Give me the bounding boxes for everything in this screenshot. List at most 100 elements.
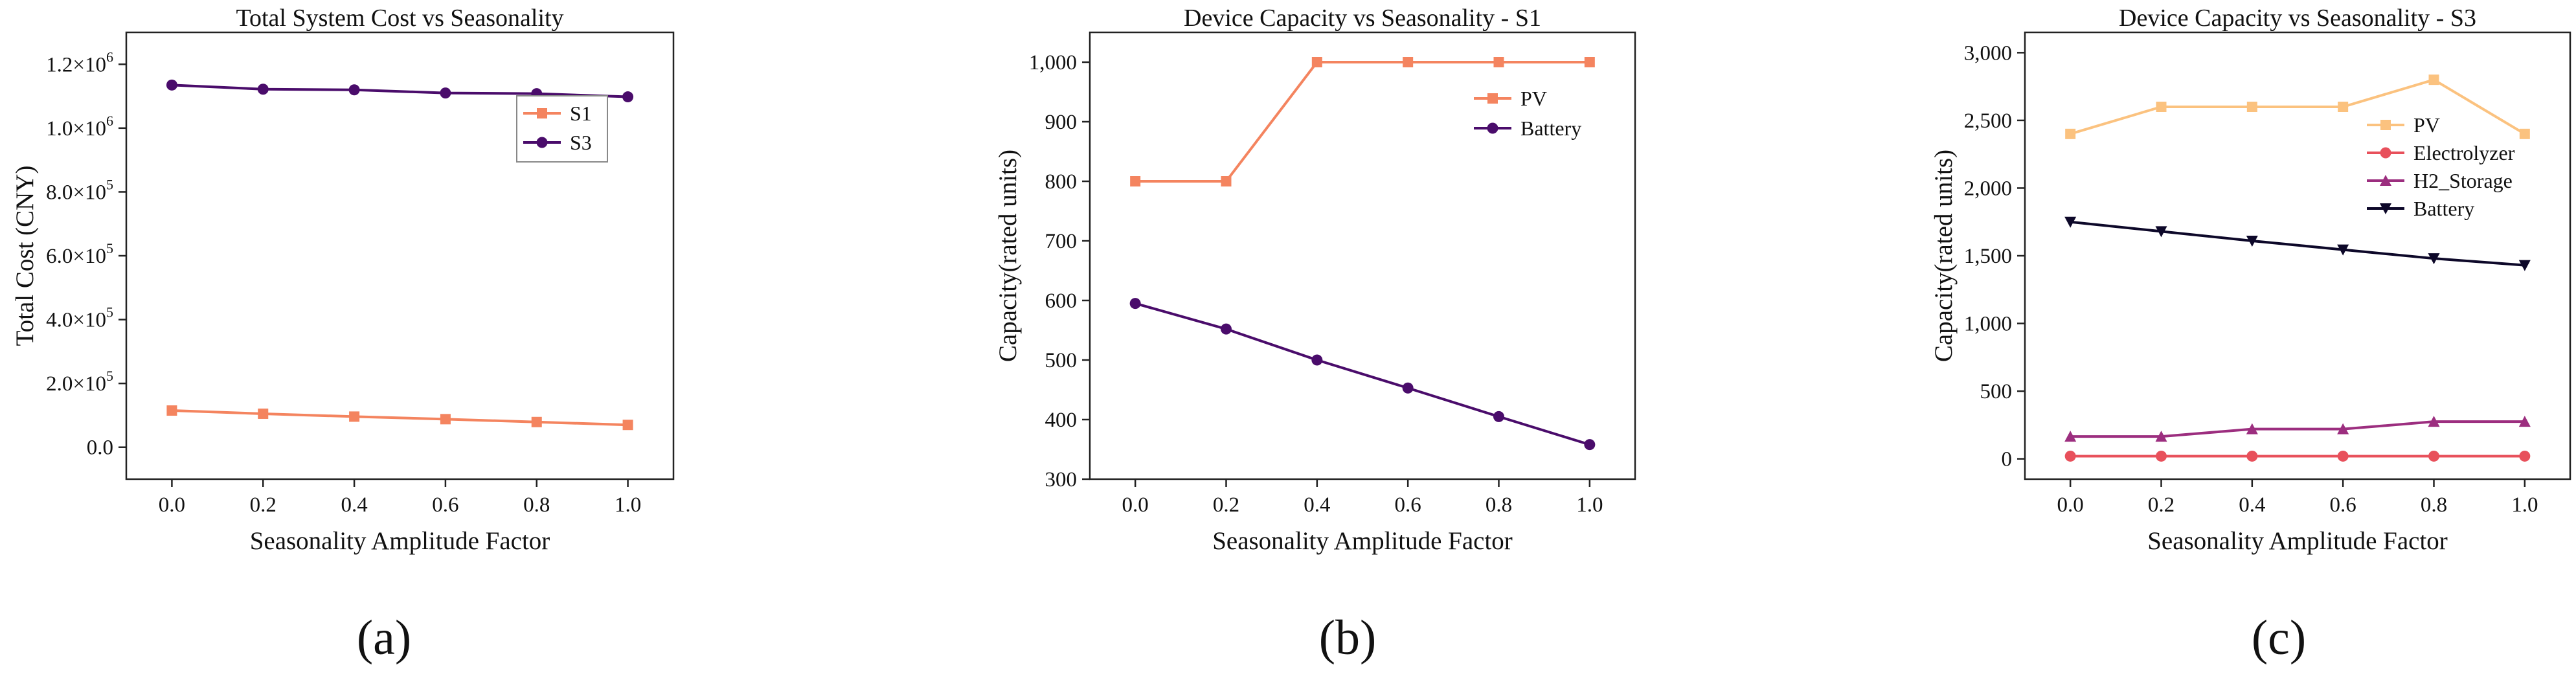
y-tick-label: 2,000 — [1964, 177, 2012, 200]
legend: PV Battery — [1474, 87, 1581, 140]
legend-marker — [2380, 175, 2391, 186]
legend-label: H2_Storage — [2413, 169, 2513, 192]
series-battery — [1129, 298, 1596, 451]
series-pv — [2065, 74, 2530, 139]
x-axis-label: Seasonality Amplitude Factor — [250, 527, 550, 555]
x-tick-label: 0.0 — [159, 493, 185, 517]
data-point-battery — [2518, 260, 2531, 271]
y-tick-label: 0 — [2002, 448, 2013, 471]
series-line-battery — [1135, 302, 1590, 446]
y-axis-label: Total Cost (CNY) — [11, 166, 39, 346]
data-point-s3 — [622, 91, 634, 103]
y-tick-label: 500 — [1980, 380, 2013, 403]
series-pv — [1130, 57, 1595, 186]
y-tick-label: 1.2×106 — [46, 49, 113, 76]
x-tick-label: 1.0 — [615, 493, 641, 517]
y-tick-label: 2.0×105 — [46, 368, 113, 396]
data-point-battery — [1493, 411, 1504, 422]
y-tick-label: 500 — [1045, 349, 1078, 372]
x-tick-label: 0.2 — [2148, 493, 2175, 517]
y-tick-label: 700 — [1045, 230, 1078, 253]
series-line-h2-storage — [2070, 420, 2525, 438]
data-point-battery — [2246, 236, 2258, 247]
y-tick-label: 800 — [1045, 170, 1078, 194]
data-point-battery — [1221, 323, 1232, 335]
y-tick-label: 6.0×105 — [46, 240, 113, 268]
panel-label-a: (a) — [357, 611, 411, 665]
series-line-battery — [2070, 220, 2525, 267]
chart-panel-c: Device Capacity vs Seasonality - S3 0.0 0.… — [1930, 5, 2571, 555]
legend-marker — [1487, 122, 1498, 134]
data-point-s3 — [166, 79, 177, 91]
data-point-electrolyzer — [2064, 450, 2076, 462]
data-point-battery — [2337, 244, 2349, 256]
y-tick-label: 2,500 — [1964, 109, 2012, 133]
series-line-pv — [1135, 61, 1590, 183]
legend-marker — [2380, 120, 2391, 130]
plot-frame — [2024, 31, 2571, 480]
data-point-s1 — [166, 405, 177, 416]
data-point-pv — [1221, 176, 1232, 186]
x-tick-label: 0.2 — [1213, 493, 1239, 517]
y-tick-label: 600 — [1045, 289, 1078, 313]
x-tick-label: 0.4 — [1304, 493, 1330, 517]
x-tick-label: 1.0 — [1576, 493, 1603, 517]
y-tick-label: 1,000 — [1964, 313, 2012, 336]
x-tick-label: 0.8 — [1486, 493, 1512, 517]
data-point-battery — [1402, 382, 1414, 394]
data-point-pv — [1311, 57, 1322, 67]
data-point-pv — [2519, 128, 2530, 139]
legend-marker — [1487, 93, 1498, 104]
data-point-battery — [2064, 216, 2077, 228]
chart-panel-a: Total System Cost vs Seasonality 0.0 0.2 0.… — [11, 5, 675, 555]
data-point-pv — [1584, 57, 1595, 67]
y-tick-label: 8.0×105 — [46, 176, 113, 204]
y-tick-label: 1,500 — [1964, 245, 2012, 268]
chart-title: Total System Cost vs Seasonality — [236, 5, 563, 32]
data-point-electrolyzer — [2519, 450, 2531, 462]
legend-label: PV — [2413, 113, 2440, 137]
y-axis-label: Capacity(rated units) — [1930, 150, 1958, 362]
y-tick-label: 300 — [1045, 468, 1078, 491]
chart-title: Device Capacity vs Seasonality - S1 — [1184, 5, 1541, 32]
data-point-electrolyzer — [2428, 450, 2439, 462]
y-axis-label: Capacity(rated units) — [994, 150, 1022, 362]
x-tick-label: 0.2 — [250, 493, 277, 517]
x-tick-label: 0.8 — [2421, 493, 2447, 517]
y-tick-label: 1.0×106 — [46, 113, 113, 141]
data-point-electrolyzer — [2337, 450, 2349, 462]
data-point-pv — [2065, 128, 2076, 139]
x-axis-label: Seasonality Amplitude Factor — [2147, 527, 2448, 555]
legend-item-pv: PV — [2367, 113, 2440, 137]
data-point-h2-storage — [2518, 416, 2531, 427]
data-point-h2-storage — [2337, 423, 2349, 434]
legend-frame — [516, 95, 608, 163]
legend-item-h2-storage: H2_Storage — [2367, 169, 2513, 192]
series-battery — [2064, 216, 2531, 271]
legend-label: PV — [1520, 87, 1547, 110]
x-tick-label: 0.6 — [432, 493, 458, 517]
data-point-s1 — [440, 414, 451, 425]
series-s3 — [166, 79, 634, 103]
legend-item-battery: Battery — [2367, 197, 2474, 220]
series-electrolyzer — [2064, 450, 2531, 462]
series-s1 — [166, 405, 633, 431]
data-point-s3 — [257, 84, 269, 95]
data-point-pv — [1130, 176, 1141, 186]
data-point-battery — [1311, 354, 1323, 366]
data-point-electrolyzer — [2246, 450, 2258, 462]
data-point-s1 — [531, 416, 542, 427]
data-point-battery — [1584, 439, 1596, 451]
series-line-s3 — [172, 84, 628, 98]
series-h2-storage — [2064, 416, 2531, 442]
panel-label-b: (b) — [1319, 611, 1377, 665]
legend-item-pv: PV — [1474, 87, 1547, 110]
x-tick-label: 0.0 — [2057, 493, 2084, 517]
data-point-s1 — [622, 420, 633, 431]
data-point-pv — [2156, 102, 2167, 112]
x-axis-label: Seasonality Amplitude Factor — [1212, 527, 1513, 555]
legend-marker — [537, 108, 547, 118]
legend-label: S3 — [570, 131, 592, 154]
y-tick-label: 0.0 — [87, 436, 113, 460]
